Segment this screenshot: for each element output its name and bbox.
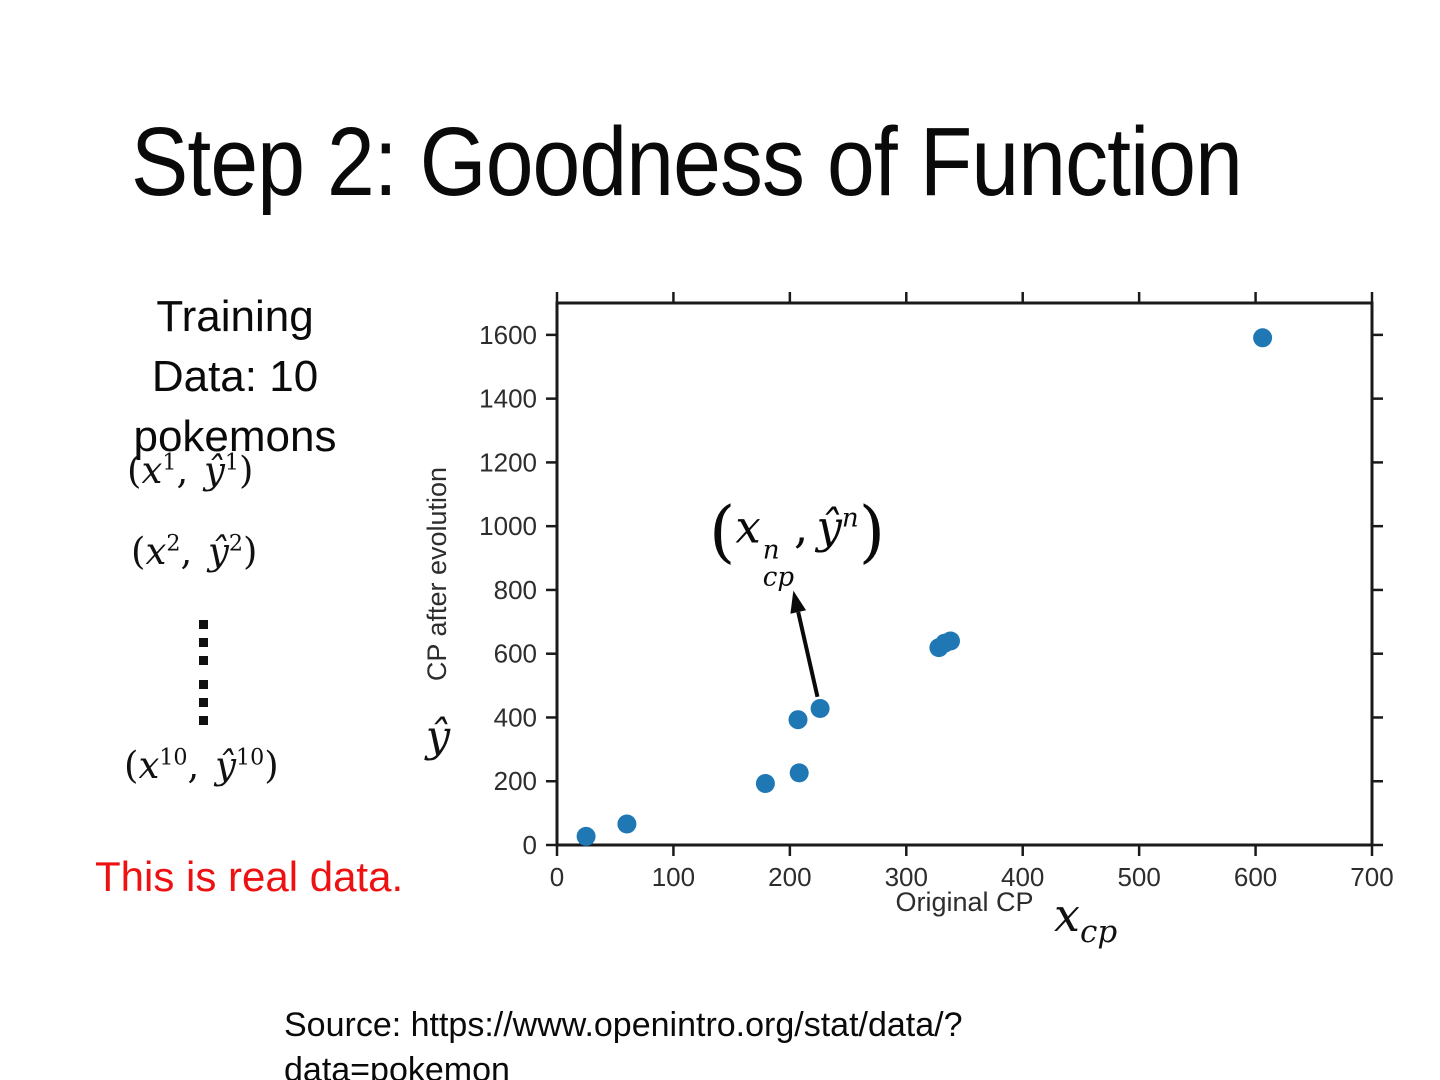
training-data-label: Training Data: 10 pokemons: [104, 287, 366, 467]
y-hat-math-label: ŷ: [424, 712, 451, 762]
data-point: [617, 814, 637, 834]
x-symbol: x: [138, 744, 160, 787]
x-cp-math-label: xcp: [1054, 888, 1117, 950]
close-paren: ): [239, 449, 254, 492]
y-tick-label: 200: [494, 766, 537, 796]
x-scripts: n cp: [762, 535, 795, 594]
comma: ,: [187, 744, 216, 787]
source-text: Source: https://www.openintro.org/stat/d…: [284, 1003, 963, 1080]
y-tick-label: 0: [523, 830, 537, 860]
annotation-arrowhead: [790, 590, 807, 614]
y-hat-symbol: ŷ: [207, 530, 229, 573]
comma: ,: [176, 449, 204, 492]
training-line-1: Training: [156, 292, 314, 341]
training-line-3: pokemons: [133, 412, 337, 461]
data-point: [789, 763, 809, 783]
x-tick-label: 600: [1234, 862, 1277, 892]
ellipsis-dot: [199, 698, 208, 707]
ellipsis-dot: [199, 716, 208, 725]
y-tick-label: 400: [494, 702, 537, 732]
y-hat-symbol: ŷ: [203, 449, 225, 492]
x-superscript: n: [762, 535, 780, 566]
close-paren: ): [264, 744, 279, 787]
data-point: [788, 710, 808, 730]
y-superscript: 10: [235, 744, 265, 771]
y-hat-symbol: ŷ: [816, 500, 842, 554]
source-line-1: Source: https://www.openintro.org/stat/d…: [284, 1006, 963, 1044]
y-tick-label: 600: [494, 639, 537, 669]
vertical-ellipsis: [199, 620, 208, 734]
x-tick-label: 100: [652, 862, 695, 892]
x-axis-label: Original CP: [895, 887, 1033, 917]
x-symbol: x: [145, 530, 167, 573]
open-paren: (: [124, 744, 139, 787]
x-tick-label: 300: [885, 862, 928, 892]
x-symbol: x: [141, 449, 163, 492]
y-superscript: n: [841, 503, 859, 534]
data-point: [941, 631, 960, 651]
training-pair-10: (x10, ŷ10): [124, 747, 279, 784]
comma: ,: [180, 530, 208, 573]
y-axis-label: CP after evolution: [422, 467, 452, 681]
real-data-note: This is real data.: [95, 853, 404, 900]
scatter-plot: 0 100 200 300 400 500 600 700 0 200 400 600 800 1000 1…: [420, 290, 1410, 990]
y-tick-label: 1000: [479, 511, 537, 541]
scatter-plot-svg: 0 100 200 300 400 500 600 700 0 200 400 600 800 1000 1…: [422, 292, 1394, 950]
training-pair-1: (x1, ŷ1): [127, 452, 253, 489]
x-superscript: 10: [159, 744, 188, 771]
close-paren: ): [858, 491, 886, 571]
x-tick-label: 400: [1001, 862, 1044, 892]
training-pair-2: (x2, ŷ2): [131, 533, 257, 570]
annotation-arrow-line: [796, 611, 820, 698]
x-tick-label: 500: [1117, 862, 1160, 892]
x-subscript: cp: [762, 563, 795, 594]
data-point: [1253, 328, 1273, 348]
close-paren: ): [243, 530, 258, 573]
annotation-label: (x n cp, ŷn): [709, 497, 885, 594]
y-tick-label: 1600: [479, 320, 537, 350]
y-hat-symbol: ŷ: [215, 744, 236, 787]
data-point: [755, 774, 775, 793]
open-paren: (: [708, 491, 736, 571]
slide-title: Step 2: Goodness of Function: [131, 107, 1243, 216]
data-point: [810, 699, 830, 718]
y-superscript: 2: [228, 530, 243, 557]
x-tick-label: 700: [1350, 862, 1393, 892]
data-point: [576, 826, 596, 846]
comma: ,: [794, 500, 809, 554]
source-line-2: data=pokemon: [284, 1051, 510, 1080]
y-superscript: 1: [224, 449, 239, 476]
x-superscript: 1: [162, 449, 177, 476]
x-superscript: 2: [166, 530, 181, 557]
x-tick-label: 0: [550, 862, 564, 892]
plot-frame: [555, 301, 1374, 847]
ellipsis-dot: [199, 620, 208, 629]
training-line-2: Data: 10: [151, 352, 319, 401]
ellipsis-dot: [199, 638, 208, 647]
y-tick-label: 800: [494, 575, 537, 605]
x-tick-label: 200: [768, 862, 811, 892]
open-paren: (: [131, 530, 146, 573]
x-symbol: x: [735, 500, 761, 554]
y-tick-label: 1400: [479, 384, 537, 414]
open-paren: (: [127, 449, 142, 492]
ellipsis-dot: [199, 656, 208, 665]
ellipsis-dot: [199, 680, 208, 689]
y-tick-label: 1200: [479, 447, 537, 477]
